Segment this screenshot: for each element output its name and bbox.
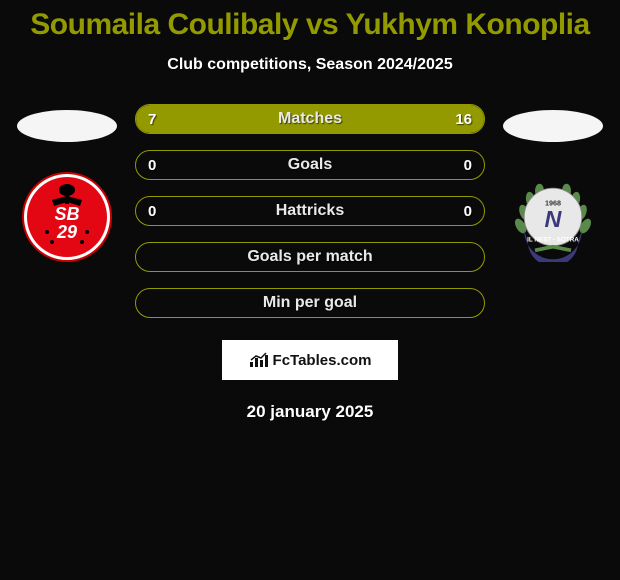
stat-value-right: 0: [464, 197, 472, 225]
stat-bar: Hattricks0 0: [135, 196, 485, 226]
watermark-text: FcTables.com: [273, 352, 372, 369]
left-column: SB 29: [17, 104, 117, 262]
watermark: FcTables.com: [222, 340, 398, 380]
chart-icon: [249, 352, 269, 368]
stat-value-left: 0: [148, 197, 156, 225]
stat-label: Min per goal: [136, 289, 484, 317]
stat-bars: Matches716Goals00Hattricks00Goals per ma…: [135, 104, 485, 318]
player-slot-right: [503, 110, 603, 142]
stat-label: Goals: [136, 151, 484, 179]
stat-value-left: 0: [148, 151, 156, 179]
stat-label: Matches: [136, 105, 484, 133]
page-title: Soumaila Coulibaly vs Yukhym Konoplia: [0, 8, 620, 42]
club-logo-right: 1968 N IL NEST - SOTRA: [508, 172, 598, 262]
club-logo-left: SB 29: [22, 172, 112, 262]
svg-text:SB: SB: [54, 204, 79, 224]
stat-label: Hattricks: [136, 197, 484, 225]
stat-bar: Goals per match: [135, 242, 485, 272]
player-slot-left: [17, 110, 117, 142]
svg-text:29: 29: [56, 222, 77, 242]
stat-bar: Min per goal: [135, 288, 485, 318]
stat-label: Goals per match: [136, 243, 484, 271]
right-column: 1968 N IL NEST - SOTRA: [503, 104, 603, 262]
stat-bar: Matches7 16: [135, 104, 485, 134]
stat-value-left: 7: [148, 105, 156, 133]
comparison-area: SB 29 Matches716Goals00Hattricks00Goals …: [0, 104, 620, 318]
stat-value-right: 16: [455, 105, 472, 133]
stat-value-right: 0: [464, 151, 472, 179]
svg-text:N: N: [545, 206, 563, 232]
svg-text:IL NEST - SOTRA: IL NEST - SOTRA: [527, 236, 579, 243]
stat-bar: Goals0 0: [135, 150, 485, 180]
subtitle: Club competitions, Season 2024/2025: [0, 56, 620, 74]
date-line: 20 january 2025: [0, 402, 620, 422]
